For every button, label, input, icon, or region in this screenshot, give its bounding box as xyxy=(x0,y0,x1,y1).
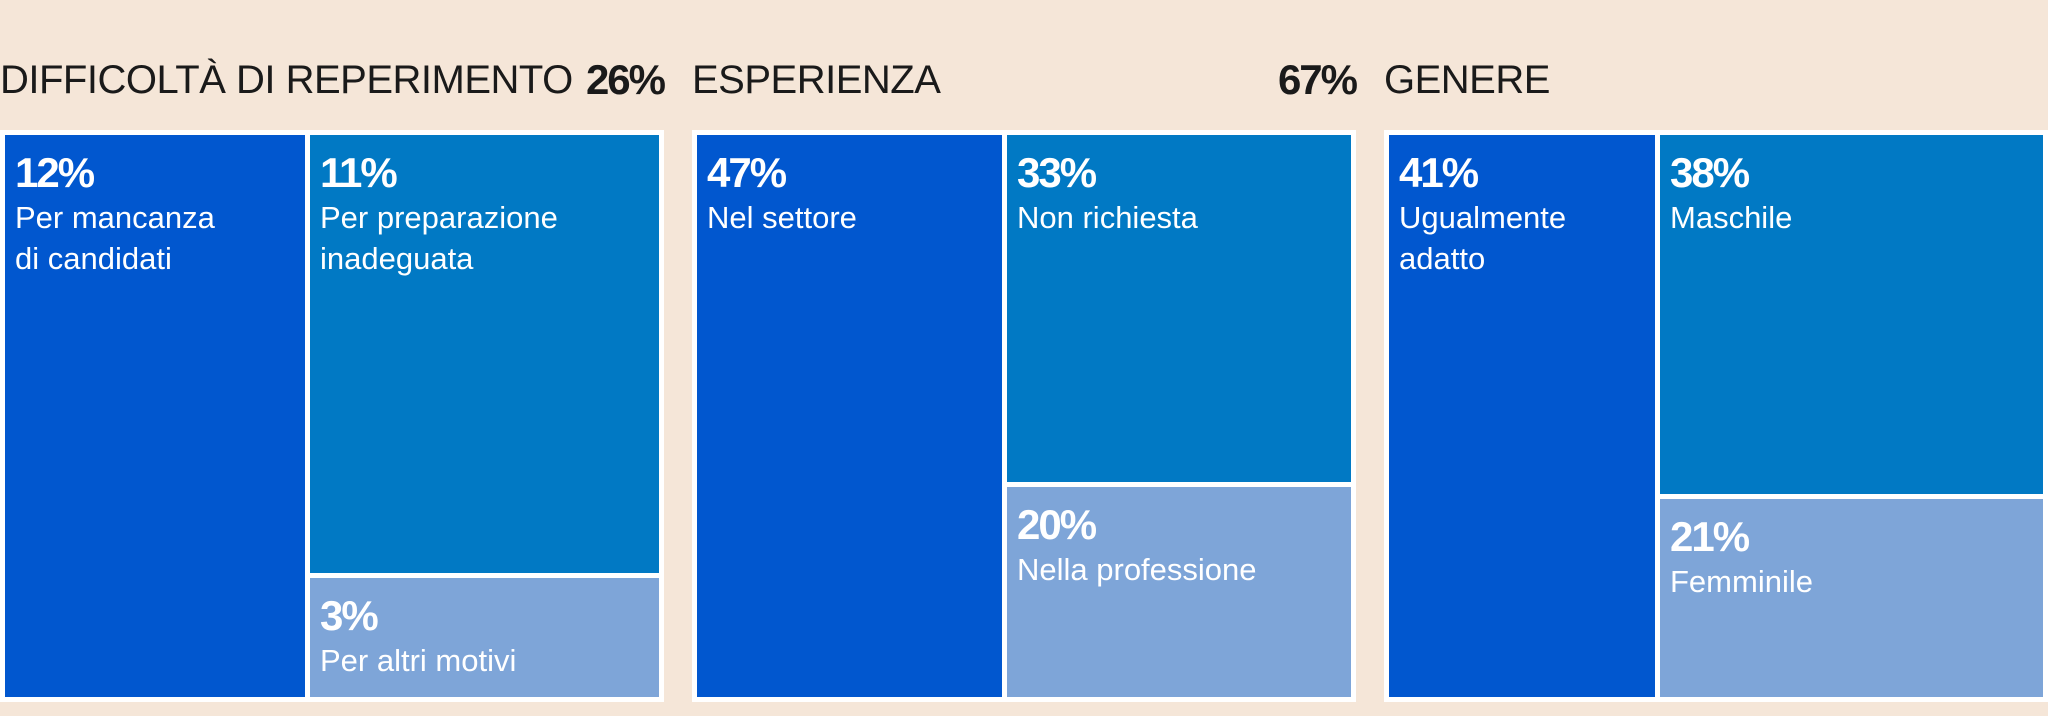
panel-header: ESPERIENZA 67% xyxy=(692,50,1358,110)
panel-title: ESPERIENZA xyxy=(692,57,941,102)
panel-total: 67% xyxy=(1277,56,1358,103)
panel-title: GENERE xyxy=(1384,57,1550,102)
tile-label: Per mancanza di candidati xyxy=(15,200,215,276)
treemap-tile-femminile: 21% Femminile xyxy=(1660,499,2043,697)
tile-label: Ugualmente adatto xyxy=(1399,200,1567,276)
tile-percent: 11% xyxy=(320,149,398,196)
treemap: 41% Ugualmente adatto 38% Maschile 21% F… xyxy=(1384,130,2048,702)
chart-panel-esperienza: ESPERIENZA 67% 47% Nel settore 33% Non r… xyxy=(692,0,1358,716)
tile-percent: 3% xyxy=(320,592,379,639)
tile-percent: 12% xyxy=(15,149,95,196)
tile-label: Nel settore xyxy=(707,200,857,235)
tile-label: Femminile xyxy=(1670,564,1813,599)
tile-percent: 41% xyxy=(1399,149,1479,196)
tile-label: Maschile xyxy=(1670,200,1793,235)
tile-label: Per altri motivi xyxy=(320,643,517,678)
treemap-tile-preparazione-inadeguata: 11% Per preparazione inadeguata xyxy=(310,135,659,573)
treemap: 12% Per mancanza di candidati 11% Per pr… xyxy=(0,130,664,702)
tile-label: Per preparazione inadeguata xyxy=(320,200,558,276)
treemap-tile-altri-motivi: 3% Per altri motivi xyxy=(310,578,659,697)
panel-header: DIFFICOLTÀ DI REPERIMENTO 26% xyxy=(0,50,666,110)
treemap-tile-non-richiesta: 33% Non richiesta xyxy=(1007,135,1351,482)
treemap-tile-nella-professione: 20% Nella professione xyxy=(1007,487,1351,697)
tile-percent: 38% xyxy=(1670,149,1750,196)
tile-percent: 33% xyxy=(1017,149,1097,196)
treemap: 47% Nel settore 33% Non richiesta 20% Ne… xyxy=(692,130,1356,702)
tile-label: Non richiesta xyxy=(1017,200,1198,235)
treemap-tile-mancanza-candidati: 12% Per mancanza di candidati xyxy=(5,135,305,697)
treemap-tile-maschile: 38% Maschile xyxy=(1660,135,2043,494)
panel-total: 26% xyxy=(585,56,666,103)
tile-label: Nella professione xyxy=(1017,552,1257,587)
panel-title: DIFFICOLTÀ DI REPERIMENTO xyxy=(0,57,573,102)
chart-panel-genere: GENERE 41% Ugualmente adatto 38% Maschil… xyxy=(1384,0,2048,716)
tile-percent: 21% xyxy=(1670,513,1750,560)
tile-percent: 20% xyxy=(1017,501,1097,548)
treemap-tile-nel-settore: 47% Nel settore xyxy=(697,135,1002,697)
chart-panel-difficolta: DIFFICOLTÀ DI REPERIMENTO 26% 12% Per ma… xyxy=(0,0,666,716)
tile-percent: 47% xyxy=(707,149,787,196)
treemap-tile-ugualmente-adatto: 41% Ugualmente adatto xyxy=(1389,135,1655,697)
panel-header: GENERE xyxy=(1384,50,2048,110)
